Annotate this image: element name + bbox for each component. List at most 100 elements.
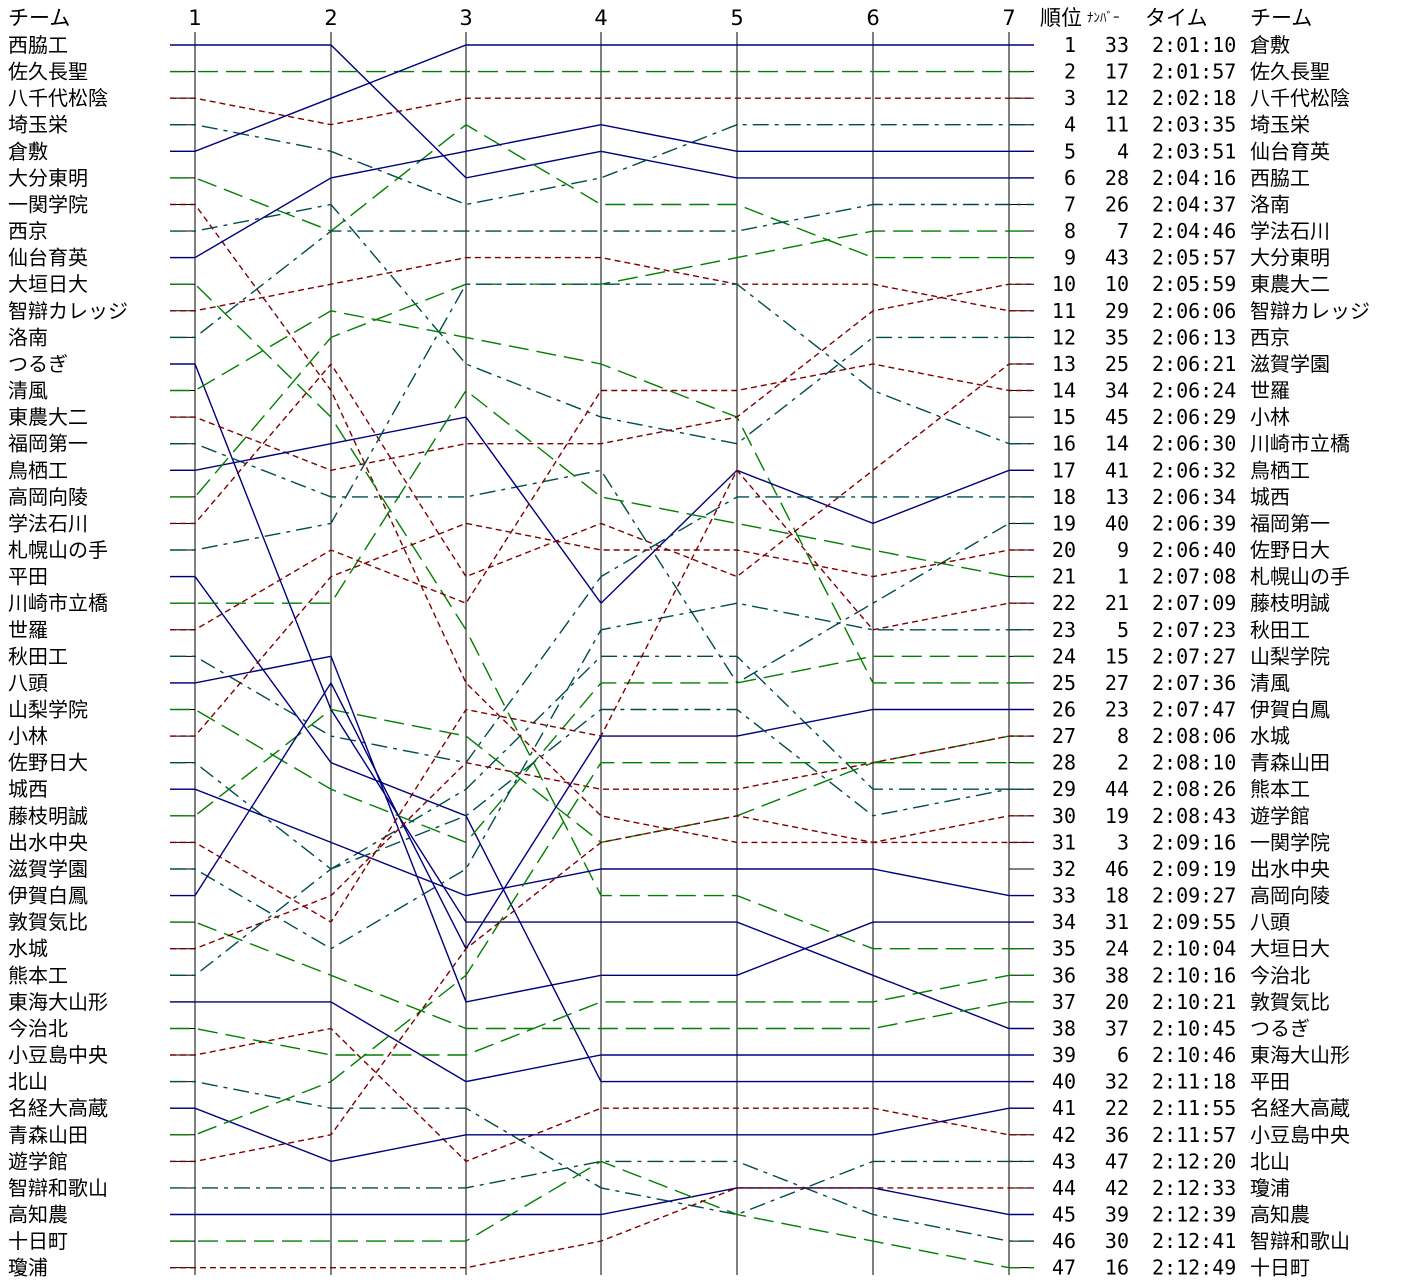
series-line (170, 522, 1034, 737)
result-time: 2:07:47 (1152, 698, 1236, 722)
start-team-label: 名経大高蔵 (8, 1096, 108, 1120)
start-team-label: 倉敷 (8, 139, 48, 163)
result-rank: 42 (1052, 1123, 1076, 1147)
result-rank: 38 (1052, 1017, 1076, 1041)
team-header: チーム (8, 6, 70, 30)
series-line (170, 1080, 1034, 1216)
result-bib: 43 (1105, 246, 1129, 270)
result-team: 札幌山の手 (1250, 565, 1350, 589)
start-team-label: 滋賀学園 (8, 857, 88, 881)
result-time: 2:06:34 (1152, 485, 1236, 509)
result-team: 洛南 (1250, 193, 1290, 217)
result-bib: 16 (1105, 1256, 1129, 1280)
result-rank: 7 (1064, 193, 1076, 217)
leg-label: 2 (324, 6, 337, 30)
leg-label: 3 (459, 6, 472, 30)
result-time: 2:09:19 (1152, 857, 1236, 881)
start-team-label: 十日町 (8, 1229, 68, 1253)
result-team: 城西 (1250, 485, 1290, 509)
result-bib: 26 (1105, 193, 1129, 217)
series-line (170, 708, 1034, 844)
start-team-label: 佐久長聖 (8, 60, 88, 84)
result-time: 2:05:59 (1152, 272, 1236, 296)
result-bib: 28 (1105, 166, 1129, 190)
result-bib: 46 (1105, 857, 1129, 881)
result-time: 2:03:35 (1152, 113, 1236, 137)
result-team: 滋賀学園 (1250, 352, 1330, 376)
result-bib: 33 (1105, 33, 1129, 57)
result-time: 2:11:57 (1152, 1123, 1236, 1147)
result-bib: 15 (1105, 644, 1129, 668)
series-line (170, 362, 1034, 578)
result-time: 2:07:09 (1152, 591, 1236, 615)
result-bib: 25 (1105, 352, 1129, 376)
start-team-label: 埼玉栄 (8, 113, 68, 137)
start-team-label: 仙台育英 (8, 246, 88, 270)
result-team: 西京 (1250, 325, 1290, 349)
result-team: 山梨学院 (1250, 644, 1330, 668)
result-bib: 6 (1117, 1043, 1129, 1067)
result-bib: 39 (1105, 1203, 1129, 1227)
start-team-label: 城西 (8, 777, 48, 801)
series-line (170, 363, 1034, 1030)
series-line (170, 230, 1034, 498)
result-bib: 12 (1105, 86, 1129, 110)
start-team-label: 学法石川 (8, 511, 88, 535)
result-team: 福岡第一 (1250, 511, 1330, 535)
result-time: 2:12:39 (1152, 1203, 1236, 1227)
series-line (170, 389, 1034, 604)
result-rank: 8 (1064, 219, 1076, 243)
result-team: 八千代松陰 (1250, 86, 1350, 110)
start-team-label: 西脇工 (8, 33, 68, 57)
result-rank: 10 (1052, 272, 1076, 296)
result-team: 十日町 (1250, 1256, 1310, 1280)
result-rank: 46 (1052, 1229, 1076, 1253)
result-time: 2:01:10 (1152, 33, 1236, 57)
result-time: 2:10:16 (1152, 963, 1236, 987)
start-team-label: 山梨学院 (8, 698, 88, 722)
result-time: 2:12:41 (1152, 1229, 1236, 1253)
result-rank: 20 (1052, 538, 1076, 562)
result-rank: 41 (1052, 1096, 1076, 1120)
result-rank: 34 (1052, 910, 1076, 934)
result-team: 佐野日大 (1250, 538, 1330, 562)
series-line (170, 469, 1034, 924)
result-rank: 12 (1052, 325, 1076, 349)
start-team-label: 小豆島中央 (8, 1043, 108, 1067)
start-team-label: 大垣日大 (8, 272, 88, 296)
result-team: 秋田工 (1250, 618, 1310, 642)
result-team: 学法石川 (1250, 219, 1330, 243)
result-team: 智辯和歌山 (1250, 1229, 1350, 1253)
result-bib: 17 (1105, 60, 1129, 84)
result-rank: 29 (1052, 777, 1076, 801)
start-team-label: 佐野日大 (8, 751, 88, 775)
series-line (170, 97, 1034, 126)
result-team: つるぎ (1250, 1017, 1310, 1041)
series-line (170, 283, 1034, 551)
result-team: 清風 (1250, 671, 1290, 695)
result-bib: 37 (1105, 1017, 1129, 1041)
result-rank: 32 (1052, 857, 1076, 881)
result-team: 熊本工 (1250, 777, 1310, 801)
result-team: 平田 (1250, 1070, 1290, 1094)
result-bib: 14 (1105, 432, 1129, 456)
result-bib: 19 (1105, 804, 1129, 828)
result-team: 仙台育英 (1250, 139, 1330, 163)
result-team: 高知農 (1250, 1203, 1310, 1227)
series-line (170, 1027, 1034, 1163)
leg-label: 7 (1002, 6, 1015, 30)
result-bib: 42 (1105, 1176, 1129, 1200)
start-team-label: 平田 (8, 565, 48, 589)
result-bib: 45 (1105, 405, 1129, 429)
result-bib: 41 (1105, 458, 1129, 482)
result-team: 大分東明 (1250, 246, 1330, 270)
result-team: 倉敷 (1250, 33, 1290, 57)
result-team: 大垣日大 (1250, 937, 1330, 961)
start-team-label: 八千代松陰 (8, 86, 108, 110)
result-bib: 35 (1105, 325, 1129, 349)
start-team-label: 川崎市立橋 (8, 591, 108, 615)
result-rank: 39 (1052, 1043, 1076, 1067)
start-team-label: 福岡第一 (8, 432, 88, 456)
result-bib: 2 (1117, 751, 1129, 775)
result-bib: 10 (1105, 272, 1129, 296)
